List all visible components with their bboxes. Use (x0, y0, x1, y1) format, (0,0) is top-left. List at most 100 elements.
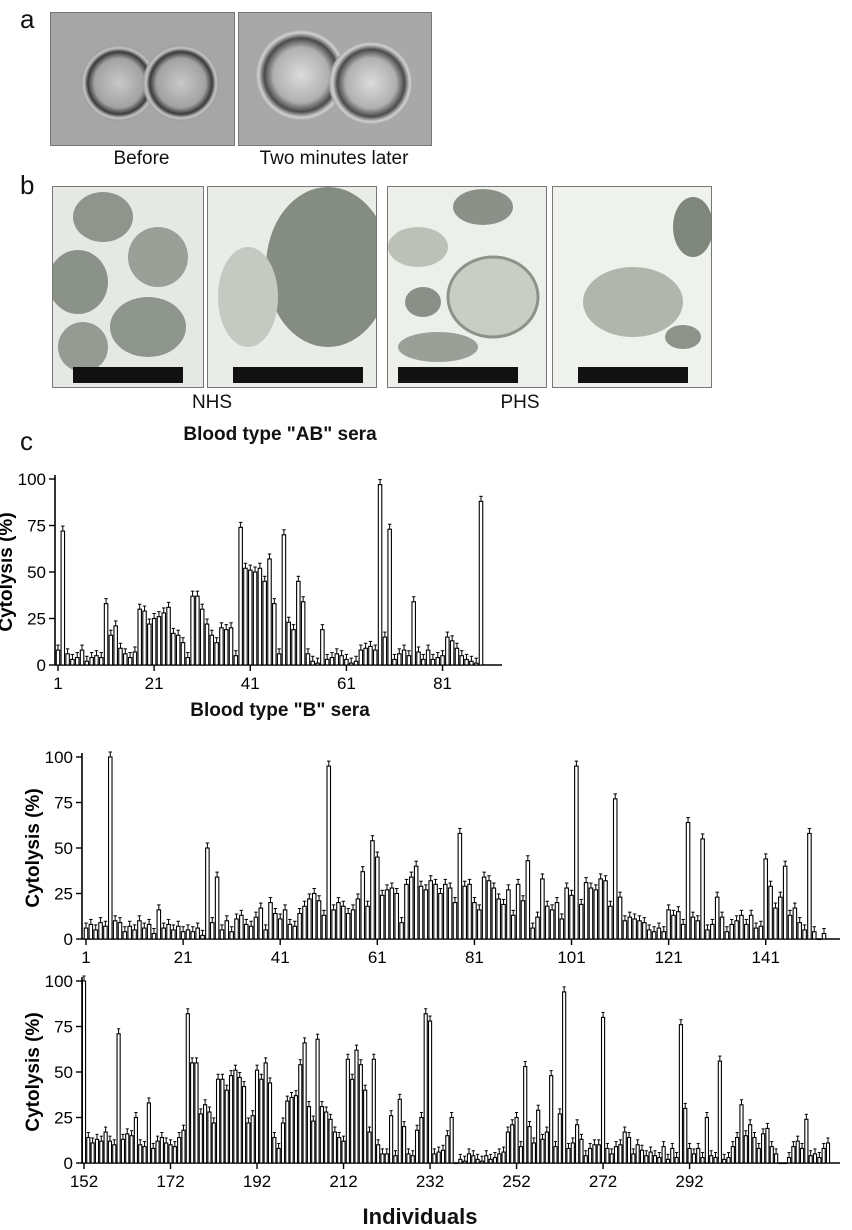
bar (296, 580, 301, 666)
bar (132, 929, 137, 940)
bar (496, 898, 501, 940)
bar (440, 655, 445, 666)
x-tick-label: 1 (53, 674, 62, 693)
bar (194, 1062, 199, 1164)
bar (350, 909, 356, 940)
bar (272, 603, 277, 666)
bar (730, 1146, 735, 1164)
bar (368, 645, 373, 666)
bar (553, 1146, 558, 1164)
bar (358, 649, 364, 666)
panel-c-letter: c (20, 426, 33, 456)
bar (674, 1156, 679, 1164)
bar (714, 896, 720, 940)
bar (137, 920, 142, 940)
bar (161, 612, 167, 666)
bar (142, 610, 147, 666)
y-tick-label: 75 (27, 517, 46, 536)
bar (98, 922, 103, 940)
bar (341, 1140, 346, 1164)
bar (243, 567, 248, 666)
em-nhs-right (207, 186, 377, 388)
bar (739, 914, 744, 940)
bar (263, 929, 268, 940)
bar (626, 1136, 632, 1164)
bar (592, 1144, 597, 1164)
bar (384, 889, 390, 940)
bar (501, 903, 506, 940)
bar (449, 640, 455, 666)
bar (185, 1013, 190, 1164)
bar (544, 905, 550, 940)
bar (250, 1115, 255, 1164)
bar (618, 1144, 623, 1164)
bar (484, 1155, 489, 1164)
bar (246, 1122, 251, 1164)
bar (98, 657, 104, 666)
bar (254, 1069, 260, 1164)
bar (797, 922, 803, 940)
x-tick-label: 192 (243, 1172, 271, 1191)
x-tick-label: 152 (70, 1172, 98, 1191)
bar (665, 1158, 671, 1164)
bar (241, 1086, 247, 1164)
bar (177, 1136, 182, 1164)
bar (651, 931, 657, 940)
bar (786, 1156, 792, 1164)
bar (566, 1147, 571, 1164)
bar (392, 658, 397, 666)
bar (726, 1156, 731, 1164)
bar (365, 905, 370, 940)
bar (219, 929, 225, 940)
bar (413, 865, 419, 940)
bar (795, 1140, 800, 1164)
bar (132, 651, 138, 666)
bar (133, 1116, 139, 1164)
bar (267, 1082, 273, 1164)
bar (452, 902, 458, 940)
bar (90, 1142, 95, 1164)
bar (773, 907, 778, 940)
bar (257, 567, 263, 666)
bar (685, 821, 691, 940)
x-tick-label: 101 (557, 948, 585, 967)
bar (350, 1078, 355, 1164)
bar (305, 653, 311, 666)
bar (622, 920, 628, 940)
bar (129, 1135, 134, 1164)
x-axis-label-individuals: Individuals (362, 1204, 478, 1229)
bar (557, 1113, 562, 1164)
bar (151, 617, 157, 666)
bar (151, 1147, 156, 1164)
bar (376, 1144, 381, 1164)
bar (311, 892, 317, 940)
bar (427, 1020, 433, 1164)
bar (180, 642, 186, 666)
bar (70, 658, 75, 666)
bar (344, 658, 349, 666)
bar (243, 923, 249, 940)
bar (367, 1131, 372, 1164)
bar (478, 500, 484, 666)
bar (219, 627, 224, 666)
bar (276, 653, 282, 666)
bar (816, 938, 822, 941)
bar (161, 927, 166, 940)
bar (612, 798, 618, 940)
bar (315, 662, 320, 666)
bar (758, 925, 764, 940)
bar (84, 660, 90, 666)
bar (88, 923, 94, 940)
bar (430, 658, 436, 666)
bar (648, 1151, 653, 1164)
bar (514, 1116, 519, 1164)
bar (180, 931, 186, 940)
x-tick-label: 41 (241, 674, 260, 693)
bar (234, 918, 239, 940)
bar (292, 925, 298, 940)
bar (409, 876, 414, 940)
bar (116, 1033, 121, 1164)
bar (808, 1155, 813, 1164)
bar (120, 1138, 126, 1164)
bar (287, 923, 293, 940)
